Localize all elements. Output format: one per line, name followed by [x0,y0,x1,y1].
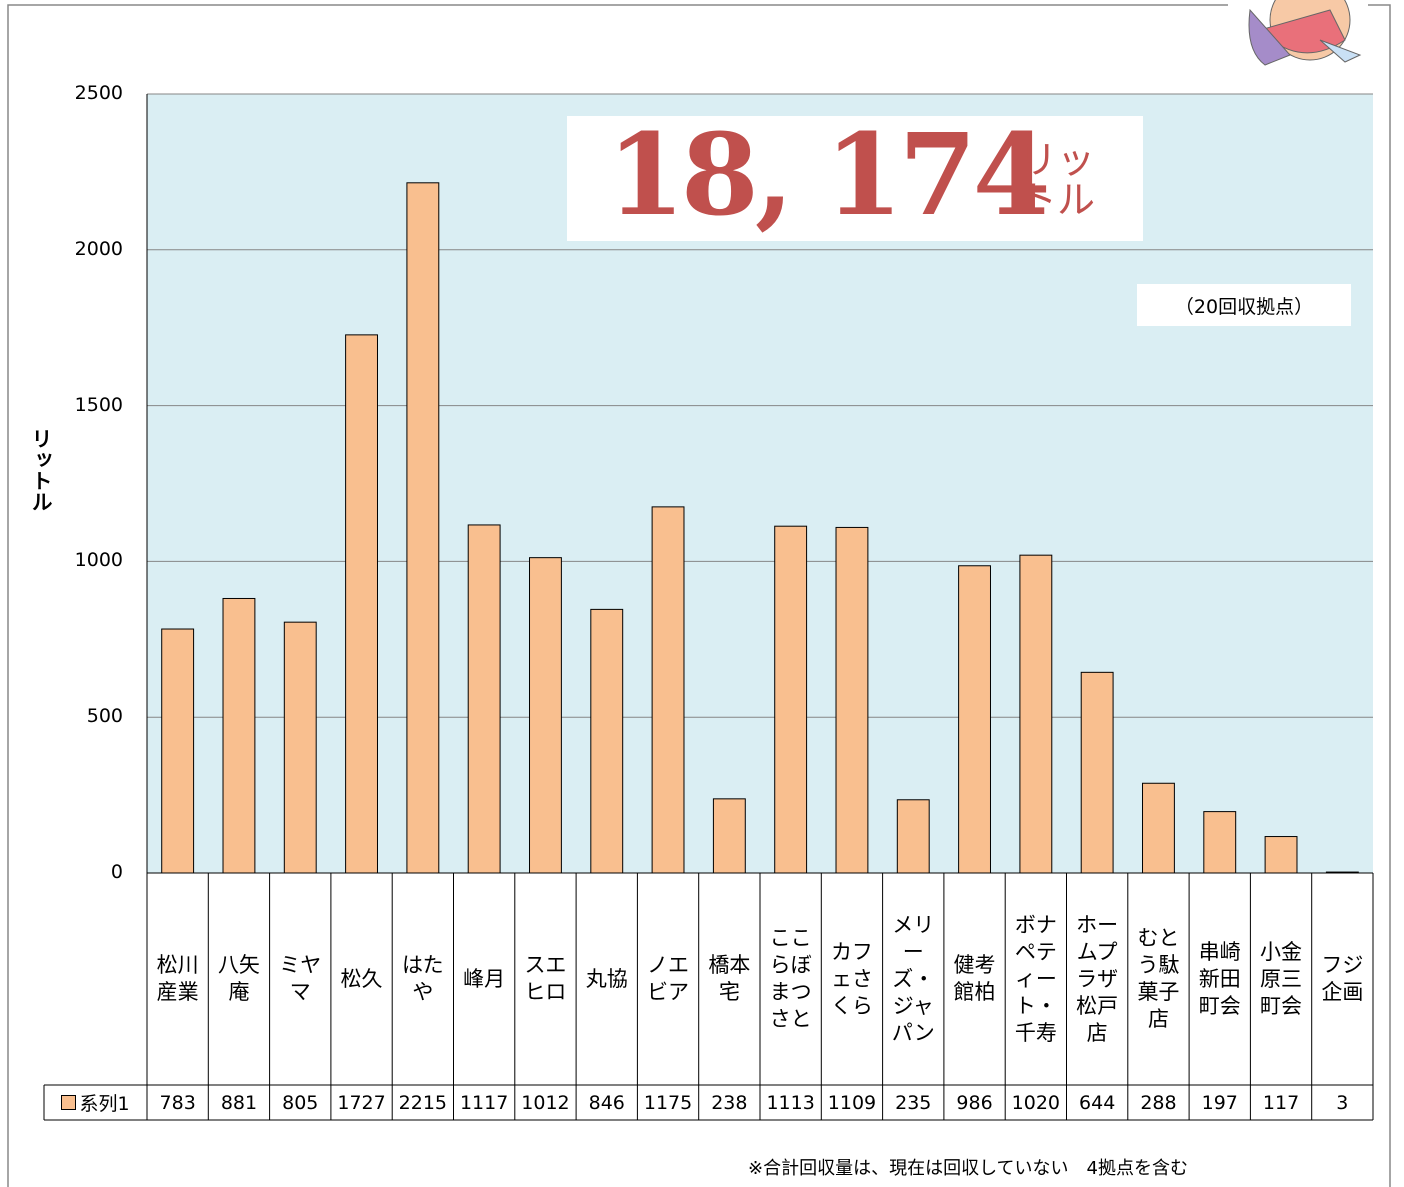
x-tick-label: ミヤマ [270,873,331,1085]
x-tick-label: スエヒロ [515,873,576,1085]
mascot [1228,0,1368,69]
y-tick-label: 1500 [43,394,123,416]
bar [836,527,868,873]
total-box: 18, 174 リットル [567,116,1143,241]
data-table-value: 1020 [1005,1085,1066,1120]
data-table-value: 805 [270,1085,331,1120]
bar [1081,672,1113,873]
data-table-value: 644 [1067,1085,1128,1120]
total-value: 18, 174 [607,110,1047,241]
x-tick-label: カフェさくら [821,873,882,1085]
bar [1143,783,1175,873]
bar [652,507,684,873]
x-tick-label: 松久 [331,873,392,1085]
x-tick-label: 丸協 [576,873,637,1085]
bar [1204,812,1236,873]
total-unit: リットル [1019,140,1103,220]
legend-label: 系列1 [79,1089,129,1116]
bar [223,598,255,873]
subtitle: （20回収拠点） [1137,284,1351,326]
data-table-value: 1109 [821,1085,882,1120]
bar [959,566,991,873]
y-tick-label: 2500 [43,82,123,104]
data-table-value: 783 [147,1085,208,1120]
x-tick-label: 小金原三町会 [1250,873,1311,1085]
data-table-value: 1012 [515,1085,576,1120]
x-tick-label: 峰月 [454,873,515,1085]
data-table-value: 1727 [331,1085,392,1120]
bar [284,622,316,873]
y-tick-label: 1000 [43,549,123,571]
data-table-value: 1113 [760,1085,821,1120]
legend-entry: 系列1 [44,1085,147,1120]
x-tick-label: 橋本宅 [699,873,760,1085]
y-tick-label: 500 [43,705,123,727]
data-table-value: 3 [1312,1085,1373,1120]
footnote: ※合計回収量は、現在は回収していない 4拠点を含む [748,1154,1188,1180]
bar [530,558,562,873]
x-tick-label: 串崎新田町会 [1189,873,1250,1085]
y-tick-label: 2000 [43,238,123,260]
data-table-value: 986 [944,1085,1005,1120]
x-tick-label: フジ企画 [1312,873,1373,1085]
legend-key [61,1095,76,1110]
y-axis-label: リットル [26,428,56,512]
y-tick-label: 0 [43,861,123,883]
data-table-value: 1175 [637,1085,698,1120]
x-tick-label: ボナペティート・千寿 [1005,873,1066,1085]
data-table-value: 288 [1128,1085,1189,1120]
bar [407,183,439,873]
x-tick-label: むとう駄菓子店 [1128,873,1189,1085]
bar [1020,555,1052,873]
bar [897,800,929,873]
bar [468,525,500,873]
data-table-value: 1117 [454,1085,515,1120]
bar [1265,837,1297,873]
data-table-value: 197 [1189,1085,1250,1120]
x-tick-label: メリーズ・ジャパン [883,873,944,1085]
data-table-value: 846 [576,1085,637,1120]
x-tick-label: はたや [392,873,453,1085]
x-tick-label: ホームプラザ松戸店 [1067,873,1128,1085]
bar [775,526,807,873]
data-table-value: 238 [699,1085,760,1120]
x-tick-label: ノエビア [637,873,698,1085]
x-tick-label: 松川産業 [147,873,208,1085]
x-tick-label: 八矢庵 [208,873,269,1085]
bar [162,629,194,873]
data-table-value: 2215 [392,1085,453,1120]
bar [591,609,623,873]
x-tick-label: ここらぼまつさと [760,873,821,1085]
data-table-value: 235 [883,1085,944,1120]
bar [713,799,745,873]
x-tick-label: 健考館柏 [944,873,1005,1085]
data-table-value: 117 [1250,1085,1311,1120]
bar [346,335,378,873]
page: 18, 174 リットル （20回収拠点） リットル ※合計回収量は、現在は回収… [0,0,1404,1187]
data-table-value: 881 [208,1085,269,1120]
